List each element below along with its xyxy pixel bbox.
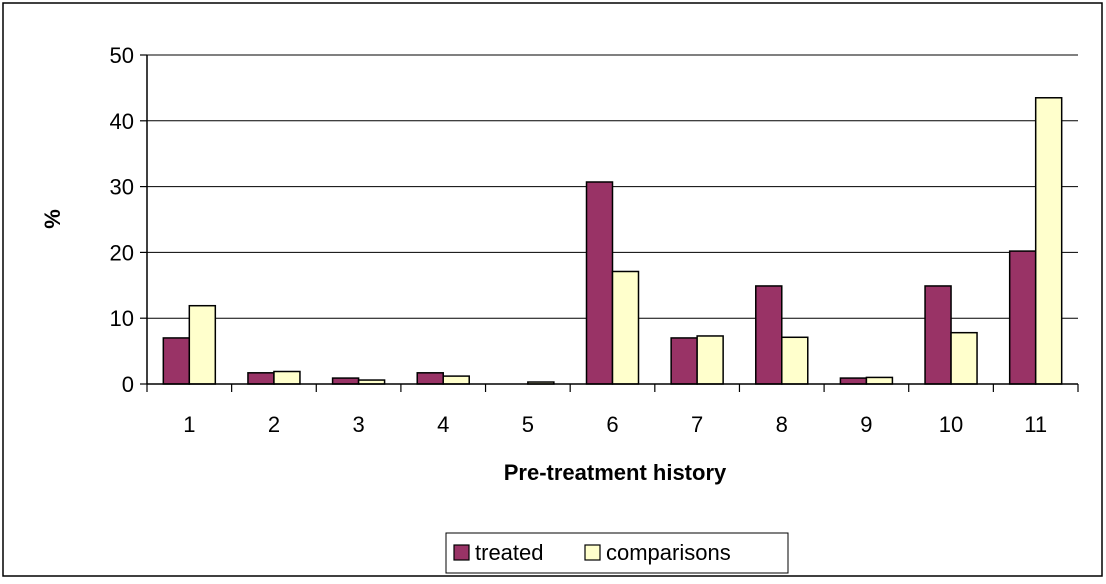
x-tick-label: 6 [606, 412, 618, 437]
bar-treated-7 [670, 337, 698, 385]
bar-treated-6 [585, 181, 614, 385]
legend-label-comparisons: comparisons [606, 540, 731, 565]
x-tick-label: 10 [939, 412, 963, 437]
bar-treated-9 [839, 377, 868, 385]
bar-comparisons-11 [1034, 97, 1063, 385]
axes [140, 54, 1079, 392]
x-axis-label: Pre-treatment history [504, 460, 727, 485]
tick-labels: 0 10 20 30 40 50 1 2 3 4 5 6 7 8 9 10 11 [110, 43, 1048, 437]
bar-treated-1 [162, 337, 191, 385]
bar-comparisons-8 [781, 336, 809, 385]
y-tick-label: 30 [110, 175, 134, 200]
x-tick-label: 9 [860, 412, 872, 437]
bars [162, 97, 1063, 385]
x-tick-label: 8 [776, 412, 788, 437]
y-tick-label: 50 [110, 43, 134, 68]
x-tick-label: 4 [437, 412, 449, 437]
legend-label-treated: treated [475, 540, 544, 565]
x-tick-label: 3 [352, 412, 364, 437]
bar-treated-8 [755, 285, 783, 385]
y-tick-label: 40 [110, 109, 134, 134]
bar-treated-10 [924, 285, 952, 385]
bar-comparisons-9 [865, 376, 894, 385]
x-tick-label: 11 [1024, 412, 1047, 437]
legend: treated comparisons [445, 532, 789, 574]
bar-comparisons-1 [188, 304, 217, 385]
bar-comparisons-7 [696, 335, 724, 385]
bar-treated-4 [416, 372, 444, 385]
y-tick-label: 10 [110, 306, 134, 331]
x-tick-label: 2 [268, 412, 280, 437]
y-tick-label: 20 [110, 240, 134, 265]
bar-comparisons-10 [950, 331, 978, 385]
x-tick-label: 5 [522, 412, 534, 437]
bar-treated-3 [331, 377, 360, 385]
legend-swatch-treated [453, 544, 470, 561]
y-tick-label: 0 [122, 372, 134, 397]
bar-treated-11 [1008, 250, 1037, 385]
legend-swatch-comparisons [584, 544, 601, 561]
legend-box [445, 532, 789, 574]
bar-comparisons-6 [611, 270, 640, 385]
bar-comparisons-4 [442, 375, 470, 385]
bar-comparisons-2 [273, 370, 301, 385]
y-axis-label: % [40, 209, 65, 229]
x-tick-label: 1 [183, 412, 195, 437]
x-tick-label: 7 [691, 412, 703, 437]
bar-treated-2 [247, 372, 275, 385]
